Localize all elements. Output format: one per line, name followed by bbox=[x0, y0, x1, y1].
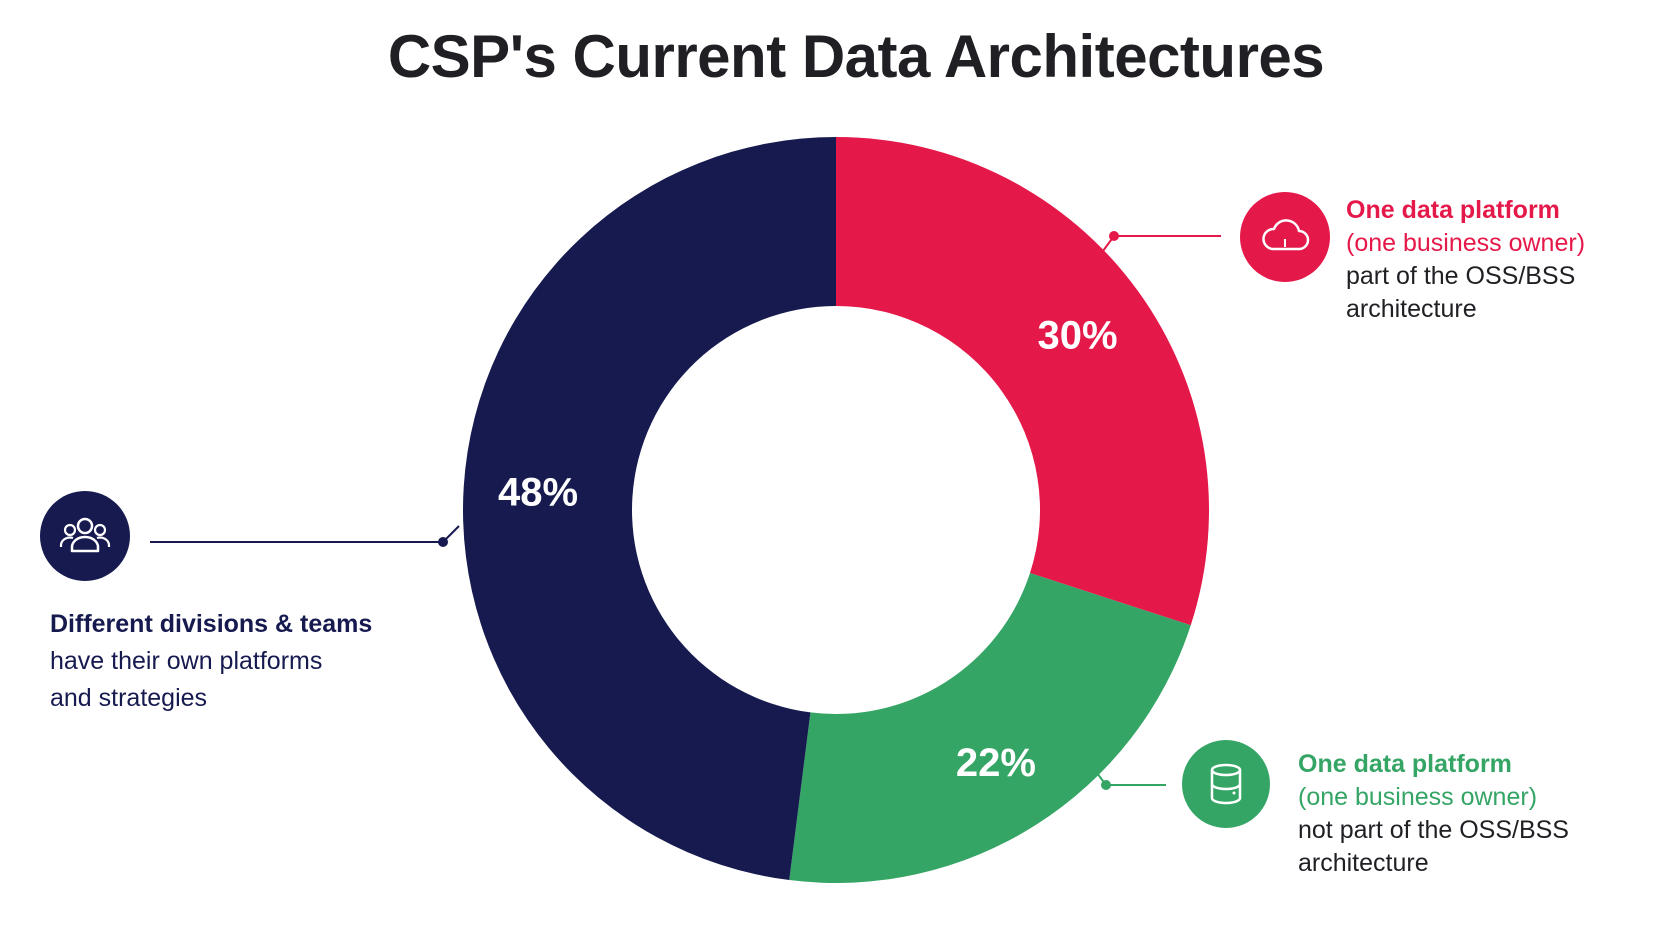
slice-value-label: 22% bbox=[956, 741, 1036, 785]
callout-green-heading: One data platform bbox=[1298, 750, 1512, 778]
database-icon-badge bbox=[1182, 740, 1270, 828]
slice-value-label: 30% bbox=[1037, 314, 1117, 358]
callout-navy-line: and strategies bbox=[50, 684, 208, 712]
callout-red-subheading: (one business owner) bbox=[1346, 229, 1586, 257]
users-icon-badge bbox=[40, 491, 130, 581]
callout-navy: Different divisions & teams have their o… bbox=[50, 606, 450, 717]
users-icon bbox=[59, 517, 111, 553]
cloud-icon-badge bbox=[1240, 192, 1330, 282]
donut-slices bbox=[462, 136, 1210, 883]
cloud-icon bbox=[1262, 219, 1310, 251]
callout-green-subheading: (one business owner) bbox=[1298, 783, 1538, 811]
leader-dot-navy bbox=[438, 537, 448, 547]
callout-navy-line: have their own platforms bbox=[50, 647, 323, 675]
callout-red-line: part of the OSS/BSS bbox=[1346, 262, 1576, 290]
database-icon bbox=[1210, 763, 1242, 805]
donut-labels: 30% 22% 48% bbox=[498, 314, 1117, 785]
callout-green: One data platform (one business owner) n… bbox=[1298, 748, 1658, 880]
callout-navy-heading: Different divisions & teams bbox=[50, 610, 373, 638]
callout-red-line: architecture bbox=[1346, 295, 1477, 323]
callout-green-line: not part of the OSS/BSS bbox=[1298, 816, 1569, 844]
leader-lines bbox=[150, 231, 1221, 790]
slice-different-divisions bbox=[462, 136, 836, 881]
callout-red-heading: One data platform bbox=[1346, 196, 1560, 224]
slice-value-label: 48% bbox=[498, 470, 578, 514]
slice-one-platform-oss-bss bbox=[836, 137, 1210, 626]
leader-dot-red bbox=[1109, 231, 1119, 241]
chart-title: CSP's Current Data Architectures bbox=[387, 23, 1325, 90]
leader-dot-green bbox=[1101, 780, 1111, 790]
slice-one-platform-not-oss-bss bbox=[789, 573, 1191, 883]
callout-red: One data platform (one business owner) p… bbox=[1346, 194, 1666, 326]
callout-green-line: architecture bbox=[1298, 849, 1429, 877]
